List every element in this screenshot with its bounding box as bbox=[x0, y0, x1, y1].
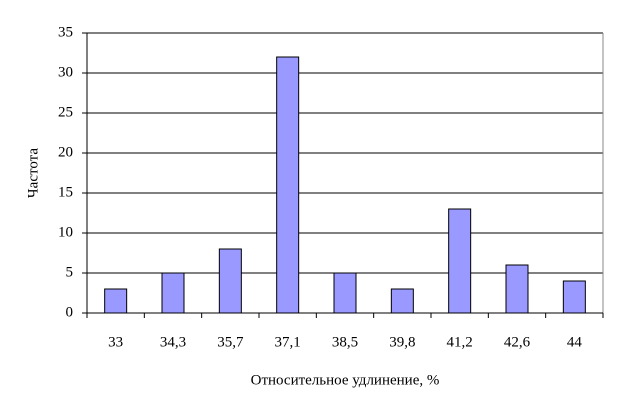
x-axis-title: Относительное удлинение, % bbox=[251, 372, 440, 388]
y-tick-label: 15 bbox=[58, 184, 73, 200]
bar bbox=[448, 208, 472, 314]
y-tick-label: 0 bbox=[66, 304, 74, 320]
x-tick-label: 44 bbox=[567, 334, 583, 350]
x-tick-label: 35,7 bbox=[217, 334, 244, 350]
y-tick-label: 35 bbox=[58, 24, 73, 40]
y-tick-label: 30 bbox=[58, 64, 73, 80]
x-tick-label: 39,8 bbox=[389, 334, 415, 350]
y-tick-label: 5 bbox=[66, 264, 74, 280]
x-tick-label: 34,3 bbox=[160, 334, 186, 350]
bar bbox=[562, 280, 586, 314]
bar bbox=[161, 272, 185, 314]
x-tick-label: 42,6 bbox=[504, 334, 531, 350]
x-tick-label: 38,5 bbox=[332, 334, 358, 350]
x-tick-label: 33 bbox=[108, 334, 123, 350]
y-tick-label: 25 bbox=[58, 104, 73, 120]
y-axis-title: Частота bbox=[25, 148, 41, 198]
x-tick-label: 41,2 bbox=[447, 334, 473, 350]
x-tick-label: 37,1 bbox=[275, 334, 301, 350]
y-tick-label: 10 bbox=[58, 224, 73, 240]
bar bbox=[390, 288, 414, 314]
bar bbox=[505, 264, 529, 314]
bar bbox=[218, 248, 242, 314]
y-tick-label: 20 bbox=[58, 144, 73, 160]
bar bbox=[333, 272, 357, 314]
bar bbox=[276, 56, 300, 314]
bar bbox=[104, 288, 128, 314]
